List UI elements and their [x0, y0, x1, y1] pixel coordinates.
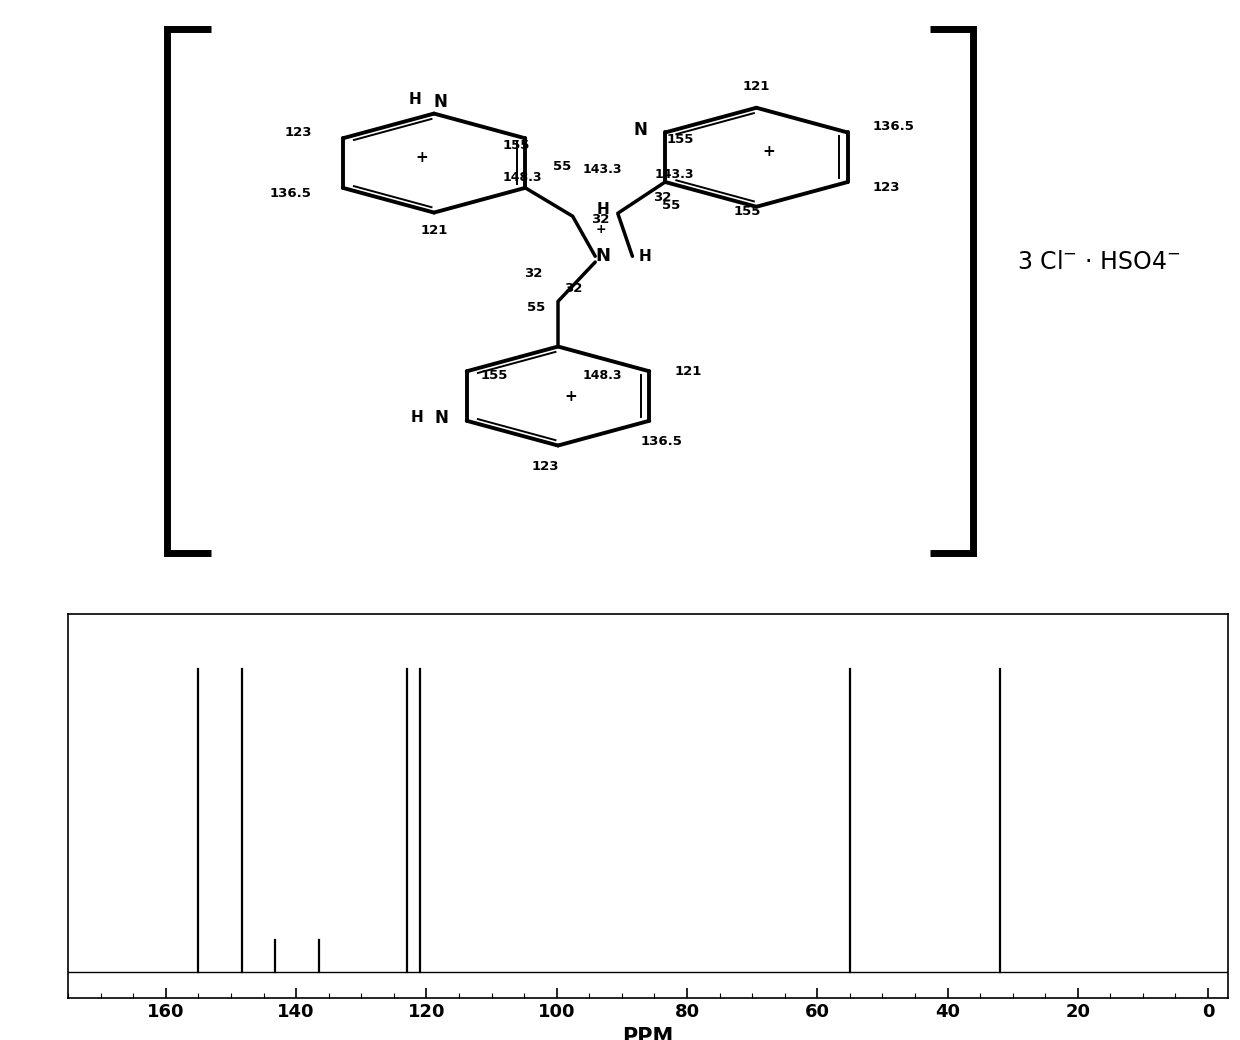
Text: +: +	[415, 150, 428, 164]
Text: H: H	[410, 411, 423, 425]
Text: 55: 55	[662, 200, 681, 212]
Text: N: N	[433, 93, 448, 110]
Text: 155: 155	[481, 369, 508, 382]
Text: 123: 123	[284, 126, 311, 139]
Text: N: N	[595, 248, 610, 265]
Text: 55: 55	[553, 160, 572, 174]
Text: 143.3: 143.3	[583, 163, 621, 176]
X-axis label: PPM: PPM	[622, 1026, 673, 1040]
Text: 155: 155	[667, 133, 694, 147]
Text: 121: 121	[420, 225, 448, 237]
Text: 155: 155	[502, 139, 529, 152]
Text: 55: 55	[527, 301, 546, 314]
Text: 121: 121	[675, 365, 702, 378]
Text: H: H	[639, 249, 651, 264]
Text: 148.3: 148.3	[583, 369, 622, 382]
Text: 136.5: 136.5	[873, 121, 914, 133]
Text: 136.5: 136.5	[270, 187, 311, 200]
Text: H: H	[596, 203, 610, 217]
Text: 155: 155	[733, 205, 760, 217]
Text: N: N	[634, 121, 647, 138]
Text: 143.3: 143.3	[655, 168, 694, 181]
Text: H: H	[409, 92, 422, 106]
Text: 121: 121	[743, 80, 770, 94]
Text: 123: 123	[873, 181, 900, 194]
Text: +: +	[596, 223, 606, 236]
Text: +: +	[564, 389, 577, 404]
Text: +: +	[763, 144, 775, 159]
Text: 148.3: 148.3	[502, 172, 542, 184]
Text: 136.5: 136.5	[641, 436, 682, 448]
Text: 32: 32	[652, 190, 671, 204]
Text: 32: 32	[591, 212, 610, 226]
Text: 3 Cl$^{-}$ $\cdot$ HSO4$^{-}$: 3 Cl$^{-}$ $\cdot$ HSO4$^{-}$	[1017, 250, 1180, 275]
Text: N: N	[434, 409, 448, 426]
Text: 32: 32	[525, 267, 542, 280]
Text: 123: 123	[532, 460, 559, 473]
Text: 32: 32	[564, 282, 583, 294]
